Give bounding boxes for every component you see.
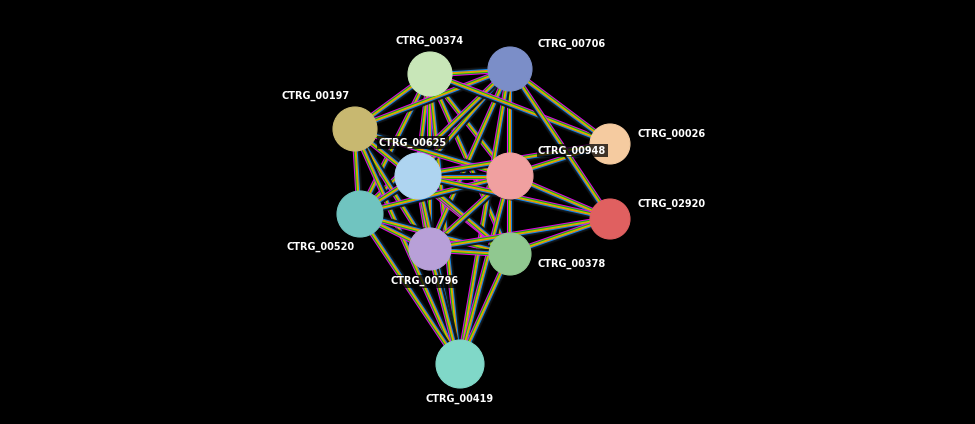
Circle shape — [333, 107, 377, 151]
Circle shape — [487, 153, 533, 199]
Circle shape — [488, 47, 532, 91]
Text: CTRG_00520: CTRG_00520 — [287, 242, 355, 252]
Text: CTRG_00378: CTRG_00378 — [538, 259, 606, 269]
Circle shape — [590, 124, 630, 164]
Text: CTRG_00419: CTRG_00419 — [426, 394, 494, 404]
Text: CTRG_00796: CTRG_00796 — [391, 276, 459, 286]
Text: CTRG_00197: CTRG_00197 — [282, 91, 350, 101]
Circle shape — [395, 153, 441, 199]
Text: CTRG_00948: CTRG_00948 — [538, 146, 606, 156]
Circle shape — [409, 228, 451, 270]
Text: CTRG_00026: CTRG_00026 — [638, 129, 706, 139]
Circle shape — [590, 199, 630, 239]
Circle shape — [408, 52, 452, 96]
Text: CTRG_00374: CTRG_00374 — [396, 36, 464, 46]
Circle shape — [337, 191, 383, 237]
Text: CTRG_02920: CTRG_02920 — [638, 199, 706, 209]
Circle shape — [436, 340, 484, 388]
Text: CTRG_00625: CTRG_00625 — [379, 138, 448, 148]
Circle shape — [489, 233, 531, 275]
Text: CTRG_00706: CTRG_00706 — [538, 39, 606, 49]
